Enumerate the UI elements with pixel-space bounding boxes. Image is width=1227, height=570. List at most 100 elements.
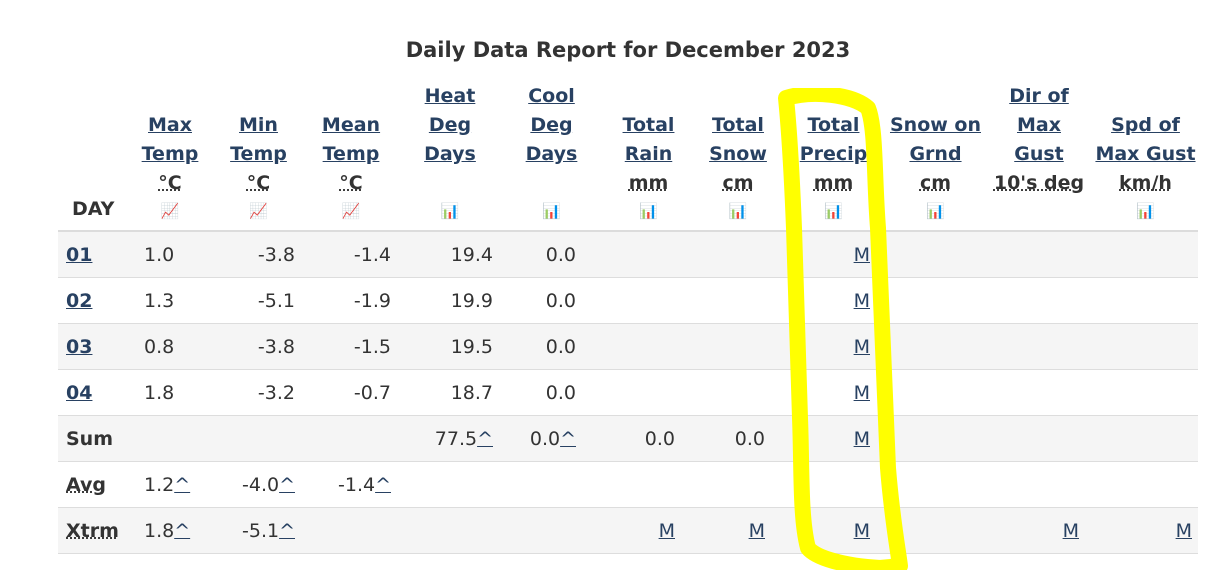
bar-chart-icon[interactable]: 📊 bbox=[1136, 202, 1155, 220]
min-temp-cell bbox=[214, 415, 303, 462]
missing-link[interactable]: M bbox=[853, 519, 870, 542]
unit-label: cm bbox=[722, 172, 754, 194]
dir-gust-cell bbox=[985, 461, 1093, 508]
daily-data-table: DAY Max Temp °C 📈 Min Temp °C 📈 Mean Temp °… bbox=[58, 78, 1198, 554]
snow-cell bbox=[695, 369, 781, 416]
day-link[interactable]: 03 bbox=[66, 335, 93, 358]
sum-label-cell: Sum bbox=[58, 415, 126, 462]
col-header-max-temp: Max Temp °C 📈 bbox=[126, 78, 214, 232]
precip-cell: M bbox=[781, 415, 886, 462]
total-precip-link[interactable]: Total Precip bbox=[799, 114, 868, 165]
snow-on-grnd-cell bbox=[886, 323, 985, 370]
col-header-total-snow: Total Snow cm 📊 bbox=[695, 78, 781, 232]
min-temp-link[interactable]: Min Temp bbox=[230, 114, 287, 165]
heat-deg-days-link[interactable]: Heat Deg Days bbox=[424, 85, 476, 165]
snow-cell: 0.0 bbox=[695, 415, 781, 462]
bar-chart-icon[interactable]: 📊 bbox=[824, 202, 843, 220]
caret-link[interactable]: ^ bbox=[174, 473, 191, 496]
total-snow-link[interactable]: Total Snow bbox=[709, 114, 767, 165]
heat-deg-days-cell bbox=[399, 507, 501, 554]
col-header-total-precip: Total Precip mm 📊 bbox=[781, 78, 886, 232]
rain-cell bbox=[602, 277, 695, 324]
dir-gust-cell bbox=[985, 323, 1093, 370]
snow-on-grnd-link[interactable]: Snow on Grnd bbox=[889, 114, 981, 165]
caret-link[interactable]: ^ bbox=[477, 427, 493, 450]
spd-gust-cell bbox=[1093, 231, 1198, 278]
bar-chart-icon[interactable]: 📊 bbox=[728, 202, 748, 220]
precip-cell: M bbox=[781, 231, 886, 278]
dir-gust-cell bbox=[985, 277, 1093, 324]
spd-gust-cell: M bbox=[1093, 507, 1198, 554]
total-rain-link[interactable]: Total Rain bbox=[622, 114, 675, 165]
mean-temp-cell bbox=[303, 415, 399, 462]
missing-link[interactable]: M bbox=[853, 289, 870, 312]
snow-on-grnd-cell bbox=[886, 231, 985, 278]
rain-cell bbox=[602, 369, 695, 416]
cool-deg-days-cell: 0.0 bbox=[501, 323, 602, 370]
mean-temp-cell: -1.4 bbox=[303, 231, 399, 278]
min-temp-cell: -5.1 bbox=[214, 277, 303, 324]
mean-temp-cell: -1.5 bbox=[303, 323, 399, 370]
caret-link[interactable]: ^ bbox=[279, 519, 295, 542]
snow-cell bbox=[695, 461, 781, 508]
mean-temp-link[interactable]: Mean Temp bbox=[321, 114, 381, 165]
caret-link[interactable]: ^ bbox=[279, 473, 295, 496]
missing-link[interactable]: M bbox=[1062, 519, 1079, 542]
sum-cool-value: 0.0 bbox=[529, 427, 561, 450]
heat-deg-days-cell: 19.4 bbox=[399, 231, 501, 278]
bar-chart-icon[interactable]: 📊 bbox=[639, 202, 658, 220]
missing-link[interactable]: M bbox=[853, 243, 870, 266]
missing-link[interactable]: M bbox=[748, 519, 765, 542]
spd-gust-cell bbox=[1093, 415, 1198, 462]
cool-deg-days-cell bbox=[501, 507, 602, 554]
line-chart-icon[interactable]: 📈 bbox=[160, 202, 180, 220]
missing-link[interactable]: M bbox=[658, 519, 675, 542]
col-header-mean-temp: Mean Temp °C 📈 bbox=[303, 78, 399, 232]
snow-on-grnd-cell bbox=[886, 507, 985, 554]
day-link[interactable]: 02 bbox=[66, 289, 93, 312]
bar-chart-icon[interactable]: 📊 bbox=[440, 202, 460, 220]
missing-link[interactable]: M bbox=[853, 381, 870, 404]
max-temp-link[interactable]: Max Temp bbox=[141, 114, 199, 165]
sum-label: Sum bbox=[66, 427, 114, 450]
missing-link[interactable]: M bbox=[853, 427, 870, 450]
caret-link[interactable]: ^ bbox=[560, 427, 576, 450]
unit-label: cm bbox=[919, 172, 952, 194]
day-cell: 04 bbox=[58, 369, 126, 416]
avg-label: Avg bbox=[66, 473, 107, 496]
day-link[interactable]: 01 bbox=[66, 243, 93, 266]
precip-cell: M bbox=[781, 323, 886, 370]
cool-deg-days-cell: 0.0^ bbox=[501, 415, 602, 462]
line-chart-icon[interactable]: 📈 bbox=[341, 202, 361, 220]
bar-chart-icon[interactable]: 📊 bbox=[542, 202, 561, 220]
spd-max-gust-link[interactable]: Spd of Max Gust bbox=[1095, 114, 1196, 165]
day-cell: 02 bbox=[58, 277, 126, 324]
report-title: Daily Data Report for December 2023 bbox=[405, 38, 851, 62]
max-temp-cell: 1.0 bbox=[126, 231, 214, 278]
rain-cell bbox=[602, 461, 695, 508]
max-temp-cell: 0.8 bbox=[126, 323, 214, 370]
icon-spacer bbox=[987, 198, 1091, 224]
min-temp-cell: -3.8 bbox=[214, 323, 303, 370]
unit-label: °C bbox=[246, 172, 271, 194]
day-link[interactable]: 04 bbox=[66, 381, 93, 404]
snow-on-grnd-cell bbox=[886, 277, 985, 324]
xtrm-max-value: 1.8 bbox=[144, 519, 175, 542]
unit-label: km/h bbox=[1119, 172, 1172, 194]
col-header-day: DAY bbox=[58, 78, 126, 232]
missing-link[interactable]: M bbox=[853, 335, 870, 358]
dir-max-gust-link[interactable]: Dir of Max Gust bbox=[1009, 85, 1069, 165]
bar-chart-icon[interactable]: 📊 bbox=[926, 202, 945, 220]
cool-deg-days-link[interactable]: Cool Deg Days bbox=[525, 85, 578, 165]
snow-cell bbox=[695, 277, 781, 324]
cool-deg-days-cell: 0.0 bbox=[501, 369, 602, 416]
line-chart-icon[interactable]: 📈 bbox=[249, 202, 268, 220]
snow-on-grnd-cell bbox=[886, 369, 985, 416]
heat-deg-days-cell bbox=[399, 461, 501, 508]
spd-gust-cell bbox=[1093, 323, 1198, 370]
caret-link[interactable]: ^ bbox=[375, 473, 391, 496]
max-temp-cell: 1.3 bbox=[126, 277, 214, 324]
caret-link[interactable]: ^ bbox=[174, 519, 191, 542]
missing-link[interactable]: M bbox=[1175, 519, 1192, 542]
